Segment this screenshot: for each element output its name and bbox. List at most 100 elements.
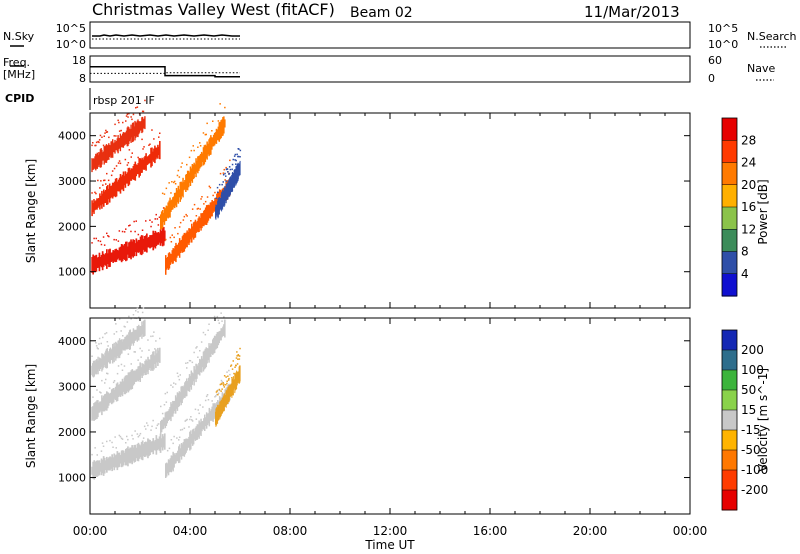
vel-echo-cell bbox=[167, 459, 170, 476]
power-echo-cell bbox=[116, 250, 119, 260]
vel-echo-cell bbox=[93, 460, 96, 480]
vel-echo-cell bbox=[110, 349, 112, 360]
nave-tick-bottom: 0 bbox=[708, 72, 715, 85]
power-echo-cell bbox=[139, 236, 142, 255]
power-echo-cell bbox=[213, 133, 216, 146]
power-echo-cell bbox=[219, 121, 221, 140]
vel-echo-speck bbox=[216, 393, 218, 396]
vel-echo-cell bbox=[203, 418, 205, 430]
power-echo-speck bbox=[150, 225, 152, 228]
power-echo-speck bbox=[232, 158, 234, 161]
power-echo-cell bbox=[152, 230, 155, 251]
vel-echo-cell bbox=[140, 367, 142, 376]
vel-echo-speck bbox=[188, 426, 190, 428]
power-echo-cell bbox=[145, 235, 147, 252]
vel-echo-speck bbox=[139, 432, 142, 435]
vel-echo-cell bbox=[155, 435, 158, 455]
vel-echo-cell bbox=[209, 411, 212, 421]
vel-echo-cell bbox=[128, 332, 130, 350]
vel-echo-speck bbox=[189, 360, 192, 362]
cpid-label: CPID bbox=[5, 92, 34, 105]
vel-echo-cell bbox=[120, 340, 122, 354]
vel-echo-cell bbox=[92, 360, 95, 378]
vel-colorbar-cell bbox=[722, 490, 737, 511]
power-echo-cell bbox=[126, 241, 128, 261]
vel-colorbar-tick-label: 200 bbox=[741, 343, 764, 357]
power-echo-cell bbox=[170, 253, 173, 263]
vel-echo-cell bbox=[146, 442, 148, 456]
power-echo-cell bbox=[106, 186, 108, 205]
vel-echo-cell bbox=[133, 445, 136, 463]
power-x-ticks bbox=[89, 113, 691, 308]
vel-echo-cell bbox=[149, 359, 151, 369]
vel-echo-cell bbox=[132, 328, 135, 346]
vel-echo-speck bbox=[208, 323, 210, 325]
power-echo-cell bbox=[164, 208, 167, 222]
vel-echo-speck bbox=[193, 351, 195, 354]
vel-echo-cell bbox=[179, 448, 182, 457]
vel-echo-cell bbox=[180, 386, 182, 406]
vel-echo-cell bbox=[97, 356, 99, 375]
vel-echo-cell bbox=[127, 336, 129, 347]
vel-echo-cell bbox=[157, 347, 159, 366]
vel-echo-cell bbox=[133, 329, 135, 344]
power-echo-cell bbox=[107, 188, 110, 200]
power-colorbar-tick-label: 8 bbox=[741, 245, 749, 259]
power-echo-cell bbox=[96, 198, 98, 210]
vel-echo-cell bbox=[159, 347, 161, 363]
power-echo-speck bbox=[173, 180, 176, 183]
vel-echo-cell bbox=[194, 369, 196, 380]
vel-echo-cell bbox=[95, 460, 98, 477]
vel-echo-cell bbox=[125, 335, 128, 350]
vel-echo-cell bbox=[113, 453, 116, 471]
vel-echo-speck bbox=[223, 383, 225, 386]
vel-echo-speck bbox=[207, 399, 210, 401]
vel-echo-cell bbox=[109, 347, 112, 364]
power-echo-cell bbox=[100, 254, 103, 268]
vel-echo-speck bbox=[217, 393, 219, 396]
power-echo-cell bbox=[125, 241, 127, 262]
vel-echo-cell bbox=[108, 457, 110, 471]
vel-echo-speck bbox=[179, 429, 182, 431]
power-echo-speck bbox=[113, 135, 115, 137]
vel-echo-speck bbox=[202, 331, 205, 334]
power-echo-speck bbox=[101, 136, 103, 138]
vel-echo-cell bbox=[143, 442, 146, 457]
vel-echo-cell bbox=[206, 413, 209, 426]
power-echo-cell bbox=[115, 178, 118, 197]
power-echo-band bbox=[91, 129, 161, 217]
power-echo-speck bbox=[105, 131, 108, 133]
vel-echo-cell bbox=[152, 438, 155, 455]
vel-echo-cell bbox=[134, 444, 137, 462]
power-echo-speck bbox=[202, 132, 205, 134]
vel-echo-speck bbox=[230, 364, 233, 366]
power-echo-cell bbox=[222, 117, 224, 136]
power-echo-speck bbox=[99, 187, 101, 189]
vel-echo-speck bbox=[184, 420, 186, 422]
power-echo-cell bbox=[160, 231, 163, 244]
vel-echo-cell bbox=[222, 326, 224, 337]
vel-echo-cell bbox=[129, 329, 131, 350]
vel-echo-cell bbox=[94, 402, 96, 420]
power-echo-cell bbox=[123, 132, 125, 146]
power-echo-cell bbox=[193, 221, 196, 238]
vel-echo-speck bbox=[223, 316, 225, 318]
power-echo-cell bbox=[131, 168, 134, 179]
vel-echo-cell bbox=[199, 359, 202, 372]
vel-echo-cell bbox=[102, 397, 104, 412]
vel-echo-cell bbox=[115, 454, 118, 468]
vel-colorbar-cell bbox=[722, 410, 737, 431]
power-echo-cell bbox=[174, 246, 176, 262]
vel-echo-speck bbox=[127, 438, 129, 441]
power-echo-speck bbox=[163, 193, 166, 195]
power-echo-cell bbox=[103, 254, 106, 265]
vel-echo-speck bbox=[211, 400, 213, 402]
power-echo-cell bbox=[210, 202, 212, 217]
vel-echo-cell bbox=[213, 403, 215, 420]
vel-echo-cell bbox=[157, 438, 160, 450]
vel-echo-cell bbox=[214, 336, 217, 350]
vel-echo-speck bbox=[178, 436, 181, 438]
power-echo-speck bbox=[193, 203, 196, 206]
power-echo-cell bbox=[141, 157, 143, 173]
power-echo-cell bbox=[154, 230, 157, 249]
